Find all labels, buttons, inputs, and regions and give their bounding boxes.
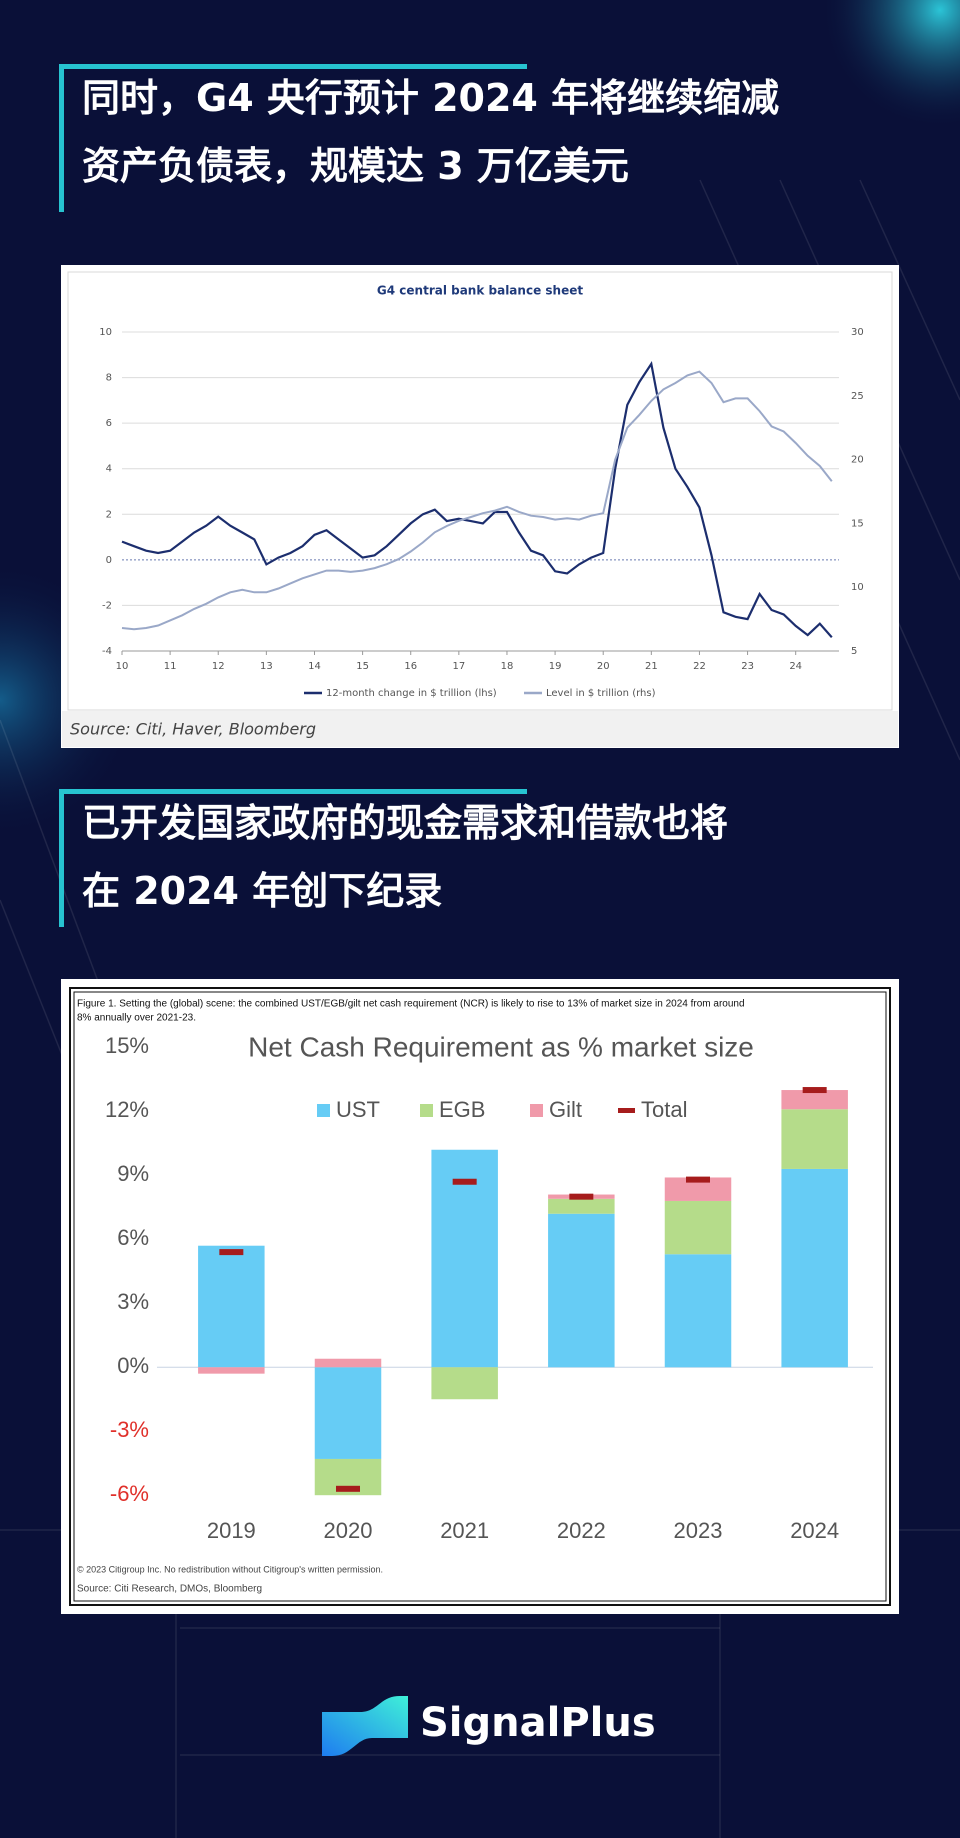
y-tick-label: 3% bbox=[117, 1289, 149, 1314]
brand: SignalPlus bbox=[420, 1700, 656, 1746]
x-tick-label: 17 bbox=[452, 661, 465, 672]
y-tick-label: -4 bbox=[102, 646, 112, 657]
frame bbox=[69, 987, 891, 1606]
heading-line: 已开发国家政府的现金需求和借款也将 bbox=[82, 801, 729, 845]
chart: Figure 1. Setting the (global) scene: th… bbox=[69, 987, 891, 1606]
total-marker bbox=[569, 1193, 594, 1200]
y-tick-label: -6% bbox=[110, 1481, 149, 1506]
legend-label: UST bbox=[336, 1097, 380, 1122]
source-strip bbox=[62, 711, 898, 747]
frame bbox=[73, 991, 887, 1602]
y-tick-label: 4 bbox=[106, 464, 112, 475]
y-tick-label: 12% bbox=[105, 1097, 149, 1122]
y-tick-label: 15% bbox=[105, 1033, 149, 1058]
y-tick-label: -3% bbox=[110, 1417, 149, 1442]
bar-segment bbox=[548, 1198, 615, 1214]
heading-line: 同时，G4 央行预计 2024 年将继续缩减 bbox=[82, 76, 780, 120]
bar-segment bbox=[781, 1090, 848, 1110]
logo-icon bbox=[322, 1696, 408, 1756]
heading-line: 资产负债表，规模达 3 万亿美元 bbox=[82, 144, 629, 188]
y2-tick-label: 20 bbox=[851, 455, 864, 466]
legend-swatch bbox=[317, 1104, 330, 1117]
x-tick-label: 2022 bbox=[557, 1518, 606, 1543]
chart-card: G4 central bank balance sheet Source: Ci… bbox=[61, 265, 899, 748]
bar-segment bbox=[548, 1213, 615, 1368]
y2-tick-label: 30 bbox=[851, 327, 864, 338]
chart-card: Figure 1. Setting the (global) scene: th… bbox=[61, 979, 899, 1614]
y-tick-label: 9% bbox=[117, 1161, 149, 1186]
x-tick-label: 12 bbox=[212, 661, 225, 672]
legend-label: Total bbox=[641, 1097, 687, 1122]
y2-tick-label: 10 bbox=[851, 582, 864, 593]
bar-segment bbox=[314, 1358, 382, 1368]
note: Source: Citi Research, DMOs, Bloomberg bbox=[77, 1584, 262, 1595]
total-marker bbox=[686, 1176, 710, 1183]
caption: 8% annually over 2021-23. bbox=[77, 1013, 196, 1024]
x-tick-label: 2024 bbox=[790, 1518, 839, 1543]
legend-swatch bbox=[618, 1108, 635, 1113]
y-tick-label: 2 bbox=[106, 509, 112, 520]
x-tick-label: 2019 bbox=[207, 1518, 256, 1543]
chart-title: G4 central bank balance sheet bbox=[377, 284, 583, 298]
bar-segment bbox=[314, 1367, 382, 1459]
x-tick-label: 18 bbox=[501, 661, 514, 672]
y2-tick-label: 15 bbox=[851, 518, 864, 529]
y2-tick-label: 5 bbox=[851, 646, 857, 657]
legend-swatch bbox=[420, 1104, 433, 1117]
x-tick-label: 2020 bbox=[324, 1518, 373, 1543]
chart: G4 central bank balance sheet Source: Ci… bbox=[62, 271, 898, 747]
y-tick-label: 10 bbox=[99, 327, 112, 338]
x-tick-label: 23 bbox=[741, 661, 754, 672]
x-tick-label: 20 bbox=[597, 661, 610, 672]
total-marker bbox=[802, 1087, 827, 1094]
bar-segment bbox=[664, 1254, 732, 1368]
bar-segment bbox=[781, 1168, 848, 1368]
legend-label: EGB bbox=[439, 1097, 485, 1122]
legend-label: Level in $ trillion (rhs) bbox=[546, 688, 656, 699]
bar-segment bbox=[664, 1200, 732, 1255]
y-tick-label: 8 bbox=[106, 373, 112, 384]
x-tick-label: 22 bbox=[693, 661, 706, 672]
series-line bbox=[121, 361, 833, 639]
y-tick-label: 0 bbox=[106, 555, 112, 566]
bar-segment bbox=[664, 1177, 732, 1201]
x-tick-label: 2021 bbox=[440, 1518, 489, 1543]
y-tick-label: -2 bbox=[102, 600, 112, 611]
chart-title: Net Cash Requirement as % market size bbox=[248, 1031, 754, 1062]
bar-segment bbox=[198, 1367, 265, 1374]
bar-segment bbox=[198, 1245, 265, 1368]
legend-label: Gilt bbox=[549, 1097, 582, 1122]
legend-swatch bbox=[530, 1104, 543, 1117]
x-tick-label: 19 bbox=[549, 661, 562, 672]
heading-line: 在 2024 年创下纪录 bbox=[82, 869, 443, 913]
bar-segment bbox=[431, 1367, 498, 1400]
heading: 同时，G4 央行预计 2024 年将继续缩减 资产负债表，规模达 3 万亿美元 bbox=[59, 64, 944, 212]
y-tick-label: 6% bbox=[117, 1225, 149, 1250]
source: Source: Citi, Haver, Bloomberg bbox=[70, 720, 316, 739]
x-tick-label: 14 bbox=[308, 661, 321, 672]
y2-tick-label: 25 bbox=[851, 391, 864, 402]
x-tick-label: 10 bbox=[116, 661, 129, 672]
bar-segment bbox=[431, 1149, 498, 1368]
note: © 2023 Citigroup Inc. No redistribution … bbox=[77, 1564, 383, 1574]
heading: 已开发国家政府的现金需求和借款也将 在 2024 年创下纪录 bbox=[59, 789, 944, 927]
x-tick-label: 13 bbox=[260, 661, 273, 672]
bar-segment bbox=[781, 1109, 848, 1169]
x-tick-label: 16 bbox=[404, 661, 417, 672]
total-marker bbox=[219, 1249, 244, 1256]
total-marker bbox=[452, 1178, 477, 1185]
legend-label: 12-month change in $ trillion (lhs) bbox=[326, 688, 497, 699]
plot-frame bbox=[67, 271, 893, 711]
x-tick-label: 2023 bbox=[674, 1518, 723, 1543]
total-marker bbox=[336, 1485, 360, 1492]
x-tick-label: 11 bbox=[164, 661, 177, 672]
y-tick-label: 6 bbox=[106, 418, 112, 429]
y-tick-label: 0% bbox=[117, 1353, 149, 1378]
series-line bbox=[121, 370, 833, 631]
x-tick-label: 15 bbox=[356, 661, 369, 672]
caption: Figure 1. Setting the (global) scene: th… bbox=[77, 999, 745, 1010]
x-tick-label: 24 bbox=[789, 661, 802, 672]
x-tick-label: 21 bbox=[645, 661, 658, 672]
